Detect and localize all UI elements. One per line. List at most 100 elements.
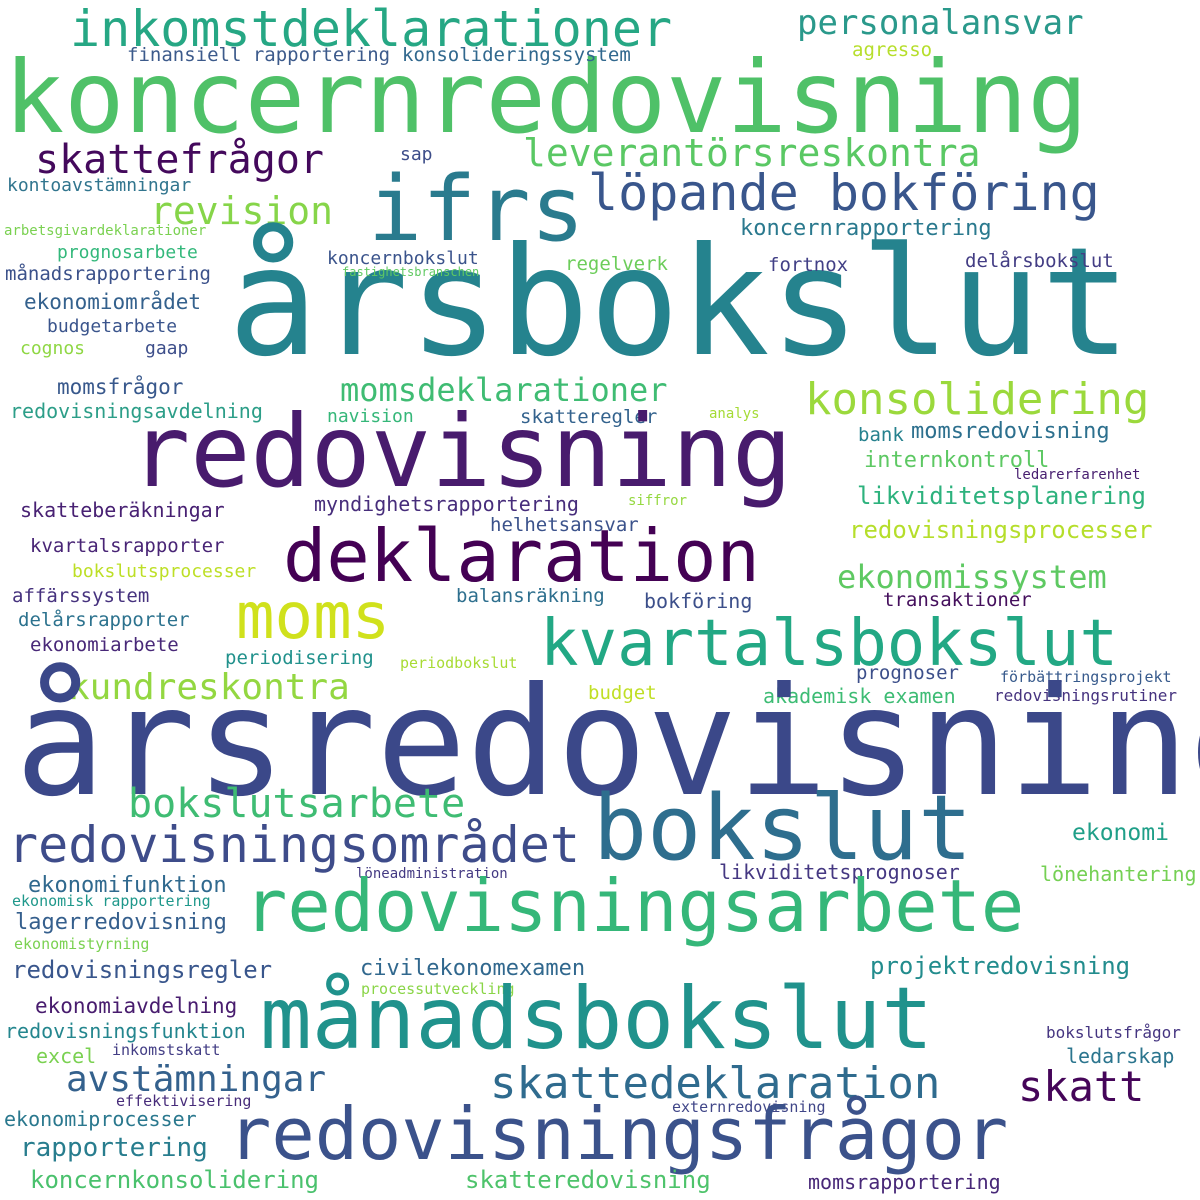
word: bokföring bbox=[644, 589, 753, 613]
word: deklaration bbox=[283, 514, 760, 598]
word: cognos bbox=[20, 338, 86, 359]
word: regelverk bbox=[565, 253, 668, 275]
word: redovisningsavdelning bbox=[10, 399, 263, 423]
word: leverantörsreskontra bbox=[523, 131, 981, 175]
word: akademisk examen bbox=[763, 684, 956, 708]
word: ekonomissystem bbox=[837, 558, 1107, 596]
word: ekonomiprocesser bbox=[4, 1107, 197, 1131]
word: kontoavstämningar bbox=[7, 175, 192, 196]
word: kvartalsrapporter bbox=[30, 535, 225, 557]
word: internkontroll bbox=[864, 448, 1050, 473]
word: myndighetsrapportering bbox=[314, 492, 579, 516]
word: affärssystem bbox=[12, 585, 150, 607]
word: moms bbox=[236, 580, 391, 654]
word: momsdeklarationer bbox=[340, 371, 668, 409]
word: budget bbox=[588, 682, 657, 704]
word: transaktioner bbox=[883, 589, 1032, 611]
word: skatteregler bbox=[520, 406, 658, 428]
word: redovisningsrutiner bbox=[994, 686, 1178, 705]
word: civilekonomexamen bbox=[360, 956, 586, 981]
word: inkomstdeklarationer bbox=[70, 0, 673, 58]
word: ekonomiarbete bbox=[30, 634, 179, 656]
word: redovisningsfunktion bbox=[5, 1019, 246, 1043]
word: redovisningsregler bbox=[12, 956, 273, 984]
word: ekonomistyrning bbox=[14, 935, 150, 953]
word: ekonomifunktion bbox=[28, 873, 227, 898]
word: ledarerfarenhet bbox=[1014, 467, 1141, 483]
word: momsrapportering bbox=[808, 1170, 1001, 1194]
word: koncernredovisning bbox=[4, 39, 1088, 156]
word: bokslutsarbete bbox=[128, 781, 466, 827]
word: inkomstskatt bbox=[112, 1041, 221, 1059]
word: externredovisning bbox=[672, 1098, 826, 1116]
word: analys bbox=[709, 406, 760, 422]
word: ekonomiområdet bbox=[24, 290, 202, 314]
word: redovisningsarbete bbox=[244, 864, 1025, 948]
word: månadsbokslut bbox=[260, 969, 934, 1069]
word: ekonomisk rapportering bbox=[12, 892, 211, 910]
word: processutveckling bbox=[361, 980, 515, 998]
word: skatt bbox=[1018, 1062, 1145, 1111]
word: ekonomiavdelning bbox=[35, 994, 238, 1018]
word: agresso bbox=[852, 39, 933, 61]
word: momsfrågor bbox=[57, 375, 184, 399]
word: budgetarbete bbox=[47, 316, 178, 337]
word: delårsbokslut bbox=[965, 250, 1114, 272]
word: prognoser bbox=[856, 662, 959, 684]
word: personalansvar bbox=[797, 3, 1084, 43]
word: årsbokslut bbox=[228, 216, 1132, 390]
word: prognosarbete bbox=[57, 242, 198, 263]
word: siffror bbox=[628, 493, 688, 509]
word: kundreskontra bbox=[68, 667, 350, 708]
word: lagerredovisning bbox=[15, 910, 227, 935]
word: koncernbokslut bbox=[327, 248, 479, 269]
word: periodbokslut bbox=[400, 654, 518, 672]
word: likviditetsprognoser bbox=[719, 860, 960, 884]
word: årsredovisning bbox=[15, 656, 1200, 830]
word: bokslut bbox=[593, 776, 973, 881]
word: rapportering bbox=[20, 1133, 208, 1163]
word: lönehantering bbox=[1040, 862, 1197, 886]
word: fastighetsbranschen bbox=[342, 265, 480, 279]
word: excel bbox=[36, 1044, 97, 1068]
word: förbättringsprojekt bbox=[1000, 668, 1172, 686]
word: avstämningar bbox=[66, 1059, 327, 1100]
word: löpande bokföring bbox=[588, 164, 1100, 222]
word: periodisering bbox=[225, 647, 374, 669]
word: konsolideringssystem bbox=[402, 44, 631, 66]
word: projektredovisning bbox=[870, 952, 1131, 980]
word: ekonomi bbox=[1072, 820, 1169, 846]
word: revision bbox=[150, 189, 334, 233]
word: skatteredovisning bbox=[465, 1166, 711, 1194]
word: koncernrapportering bbox=[740, 216, 992, 241]
word: redovisningsprocesser bbox=[849, 516, 1153, 544]
word: kvartalsbokslut bbox=[540, 607, 1118, 681]
word: löneadministration bbox=[356, 866, 508, 882]
word: arbetsgivardeklarationer bbox=[4, 223, 207, 239]
word: skatteberäkningar bbox=[20, 498, 225, 522]
word: momsredovisning bbox=[911, 419, 1110, 444]
word: redovisningsområdet bbox=[8, 816, 580, 874]
word: skattedeklaration bbox=[490, 1058, 941, 1109]
word: effektivisering bbox=[116, 1092, 252, 1110]
word: helhetsansvar bbox=[490, 514, 639, 536]
word: månadsrapportering bbox=[5, 263, 211, 285]
word: bokslutsfrågor bbox=[1046, 1023, 1181, 1042]
word: ifrs bbox=[368, 157, 585, 262]
word: redovisning bbox=[130, 393, 793, 510]
word: ledarskap bbox=[1066, 1044, 1175, 1068]
word: skattefrågor bbox=[35, 137, 324, 183]
word: balansräkning bbox=[456, 585, 605, 607]
word: delårsrapporter bbox=[18, 609, 190, 631]
word: redovisningsfrågor bbox=[228, 1092, 1009, 1176]
word: gaap bbox=[145, 338, 189, 359]
word: bank bbox=[858, 424, 904, 446]
word: fortnox bbox=[768, 254, 849, 276]
word: bokslutsprocesser bbox=[72, 561, 257, 582]
word: sap bbox=[400, 144, 433, 165]
word: konsolidering bbox=[805, 374, 1150, 425]
word: koncernkonsolidering bbox=[30, 1166, 319, 1194]
word: likviditetsplanering bbox=[857, 482, 1146, 510]
word: finansiell rapportering bbox=[127, 44, 391, 66]
